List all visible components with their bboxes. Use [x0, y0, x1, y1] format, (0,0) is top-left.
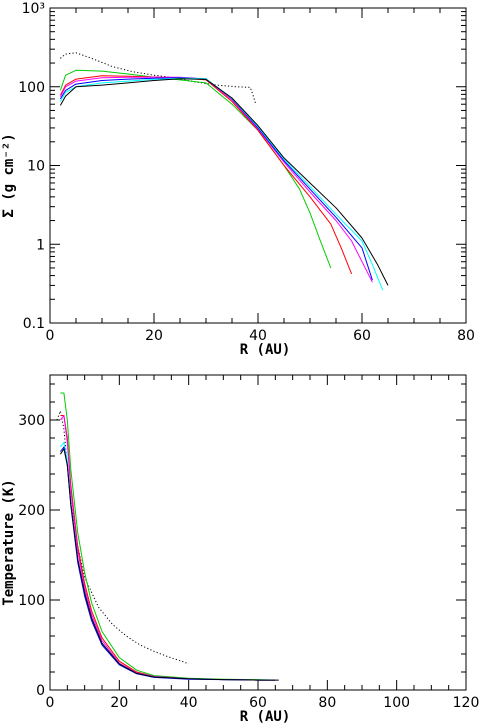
x-tick-label: 40	[180, 695, 198, 711]
y-tick-label: 10	[27, 159, 45, 175]
x-tick-label: 0	[46, 328, 55, 344]
series-line-3	[60, 415, 276, 681]
series-line-1	[60, 392, 276, 681]
series-line-3	[59, 76, 373, 283]
x-tick-label: 80	[457, 328, 475, 344]
y-tick-label: 1	[36, 237, 45, 253]
x-tick-label: 20	[145, 328, 163, 344]
series-line-5	[59, 77, 384, 291]
series-line-4	[59, 77, 373, 281]
x-axis-label: R (AU)	[240, 709, 291, 725]
x-tick-label: 100	[383, 695, 410, 711]
y-axis-label: Σ (g cm⁻²)	[1, 133, 17, 217]
x-axis-label: R (AU)	[240, 342, 291, 358]
y-tick-label: 10³	[22, 1, 45, 17]
plot-frame	[49, 7, 467, 324]
y-tick-label: 300	[18, 413, 45, 429]
y-tick-label: 0.1	[23, 316, 45, 332]
y-axis-label: Temperature (K)	[1, 479, 17, 605]
x-tick-label: 60	[249, 695, 267, 711]
surface-density-panel: 0 20 40 60 80 0.1 1 10 100 10³ R (AU) Σ (g cm⁻²)	[1, 1, 475, 358]
temperature-panel: 0 20 40 60 80 100 120 0 100 200 300 R (AU) Temperatu…	[1, 374, 480, 725]
x-tick-label: 0	[46, 695, 55, 711]
plot-frame	[49, 374, 467, 691]
series-line-0	[56, 410, 189, 665]
y-tick-label: 100	[18, 593, 45, 609]
series-line-0	[60, 52, 256, 104]
series-line-2	[59, 75, 353, 275]
x-tick-label: 20	[110, 695, 128, 711]
series-line-1	[59, 69, 332, 269]
series-line-5	[60, 446, 276, 681]
y-tick-label: 0	[36, 683, 45, 699]
x-tick-label: 80	[318, 695, 336, 711]
y-tick-label: 100	[18, 80, 45, 96]
y-tick-label: 200	[18, 503, 45, 519]
x-tick-label: 60	[353, 328, 371, 344]
x-tick-label: 120	[453, 695, 480, 711]
series-line-4	[60, 442, 276, 681]
series-line-6	[59, 78, 389, 286]
x-tick-label: 40	[249, 328, 267, 344]
series-line-2	[60, 415, 276, 681]
series-line-6	[59, 448, 279, 681]
